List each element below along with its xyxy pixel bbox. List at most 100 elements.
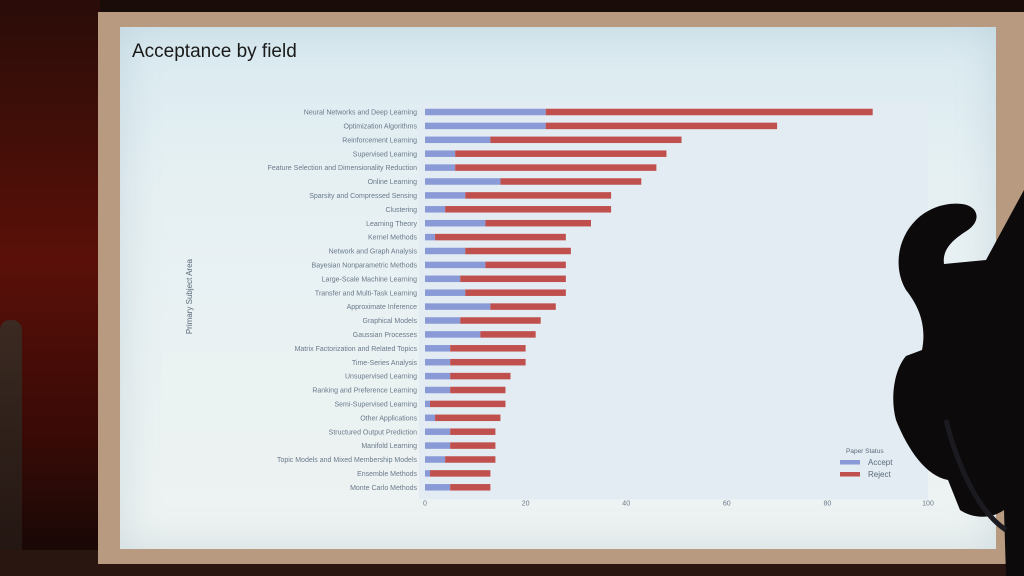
bar-reject xyxy=(490,303,556,310)
bar-accept xyxy=(425,136,491,144)
category-label: Learning Theory xyxy=(366,221,417,228)
slide-title: Acceptance by field xyxy=(132,41,297,62)
bar-accept xyxy=(425,108,546,116)
x-tick-label: 80 xyxy=(824,500,832,507)
bar-reject xyxy=(445,456,496,463)
category-label: Monte Carlo Methods xyxy=(350,485,417,492)
category-label: Manifold Learning xyxy=(361,443,417,450)
bar-accept xyxy=(425,414,436,422)
x-tick-label: 100 xyxy=(922,500,934,507)
category-label: Supervised Learning xyxy=(353,151,417,158)
category-label: Topic Models and Mixed Membership Models xyxy=(277,457,418,464)
bar-accept xyxy=(425,289,466,296)
bar-reject xyxy=(490,136,682,144)
bar-accept xyxy=(425,456,446,463)
bar-accept xyxy=(425,192,466,199)
bar-accept xyxy=(425,331,481,338)
bar-accept xyxy=(425,442,451,449)
bar-reject xyxy=(460,275,566,283)
category-label: Neural Networks and Deep Learning xyxy=(304,110,417,117)
bar-reject xyxy=(485,261,566,269)
category-label: Online Learning xyxy=(368,179,418,186)
plot-area xyxy=(419,102,928,500)
bar-accept xyxy=(425,164,456,171)
bar-accept xyxy=(425,247,466,255)
legend-swatch-reject xyxy=(840,472,860,477)
bar-accept xyxy=(425,150,456,157)
bar-accept xyxy=(425,317,461,324)
bar-reject xyxy=(450,358,526,366)
legend-label-reject: Reject xyxy=(868,470,891,479)
bar-accept xyxy=(425,470,431,477)
bar-reject xyxy=(465,289,566,296)
legend-swatch-accept xyxy=(840,460,860,465)
category-label: Structured Output Prediction xyxy=(329,429,417,436)
bar-accept xyxy=(425,484,451,491)
video-camera-silhouette xyxy=(893,190,1024,576)
x-tick-label: 0 xyxy=(423,500,427,507)
y-axis-title: Primary Subject Area xyxy=(185,258,194,334)
bar-reject xyxy=(480,331,536,338)
bar-reject xyxy=(450,386,506,394)
bar-accept xyxy=(425,345,451,352)
category-label: Ranking and Preference Learning xyxy=(312,388,417,395)
category-label: Other Applications xyxy=(360,415,417,422)
category-label: Large-Scale Machine Learning xyxy=(322,276,417,283)
bar-reject xyxy=(430,400,506,408)
category-label: Gaussian Processes xyxy=(353,332,418,339)
acceptance-chart: Primary Subject Area Neural Networks and … xyxy=(185,102,934,507)
bar-accept xyxy=(425,358,451,366)
category-label: Graphical Models xyxy=(363,318,418,325)
bar-reject xyxy=(485,219,591,227)
bar-accept xyxy=(425,386,451,394)
audience-person xyxy=(0,320,22,550)
bar-reject xyxy=(450,484,491,491)
projection-screen: Acceptance by field Primary Subject Area… xyxy=(120,27,996,549)
category-label: Feature Selection and Dimensionality Red… xyxy=(268,165,418,172)
bar-reject xyxy=(545,108,873,116)
bar-accept xyxy=(425,428,451,435)
x-tick-label: 40 xyxy=(622,500,630,507)
bar-reject xyxy=(430,470,491,477)
category-label: Time-Series Analysis xyxy=(352,360,418,367)
bar-accept xyxy=(425,303,491,310)
category-label: Optimization Algorithms xyxy=(343,124,417,131)
bar-reject xyxy=(450,372,511,380)
x-tick-label: 60 xyxy=(723,500,731,507)
legend-title: Paper Status xyxy=(846,448,884,455)
category-label: Sparsity and Compressed Sensing xyxy=(309,193,417,200)
bar-accept xyxy=(425,206,446,213)
bar-accept xyxy=(425,261,486,269)
bar-accept xyxy=(425,233,436,241)
bar-reject xyxy=(545,122,778,130)
category-label: Bayesian Nonparametric Methods xyxy=(312,263,418,270)
category-label: Ensemble Methods xyxy=(357,471,417,478)
bar-reject xyxy=(460,317,541,324)
category-label: Network and Graph Analysis xyxy=(329,249,418,256)
category-label: Approximate Inference xyxy=(347,304,418,311)
bar-accept xyxy=(425,400,431,408)
bar-accept xyxy=(425,122,546,130)
category-label: Semi-Supervised Learning xyxy=(335,402,418,409)
category-label: Matrix Factorization and Related Topics xyxy=(295,346,418,353)
category-label: Transfer and Multi-Task Learning xyxy=(315,290,417,297)
category-label: Kernel Methods xyxy=(368,235,418,242)
bar-reject xyxy=(435,414,501,422)
category-label: Clustering xyxy=(385,207,417,214)
x-tick-label: 20 xyxy=(522,500,530,507)
category-label: Reinforcement Learning xyxy=(342,137,417,144)
bar-reject xyxy=(465,192,612,199)
bar-reject xyxy=(455,164,657,171)
bar-reject xyxy=(465,247,571,255)
bar-reject xyxy=(455,150,667,157)
bar-reject xyxy=(445,206,612,213)
bar-accept xyxy=(425,178,501,185)
bar-reject xyxy=(450,442,496,449)
bar-accept xyxy=(425,219,486,227)
bar-reject xyxy=(450,428,496,435)
bar-accept xyxy=(425,372,451,380)
bar-reject xyxy=(435,233,566,241)
bar-reject xyxy=(500,178,642,185)
bar-accept xyxy=(425,275,461,283)
bar-reject xyxy=(450,345,526,352)
